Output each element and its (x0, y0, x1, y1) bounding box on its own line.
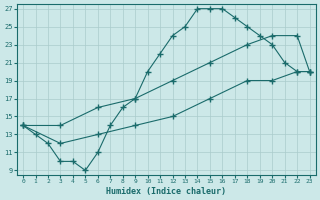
X-axis label: Humidex (Indice chaleur): Humidex (Indice chaleur) (106, 187, 226, 196)
